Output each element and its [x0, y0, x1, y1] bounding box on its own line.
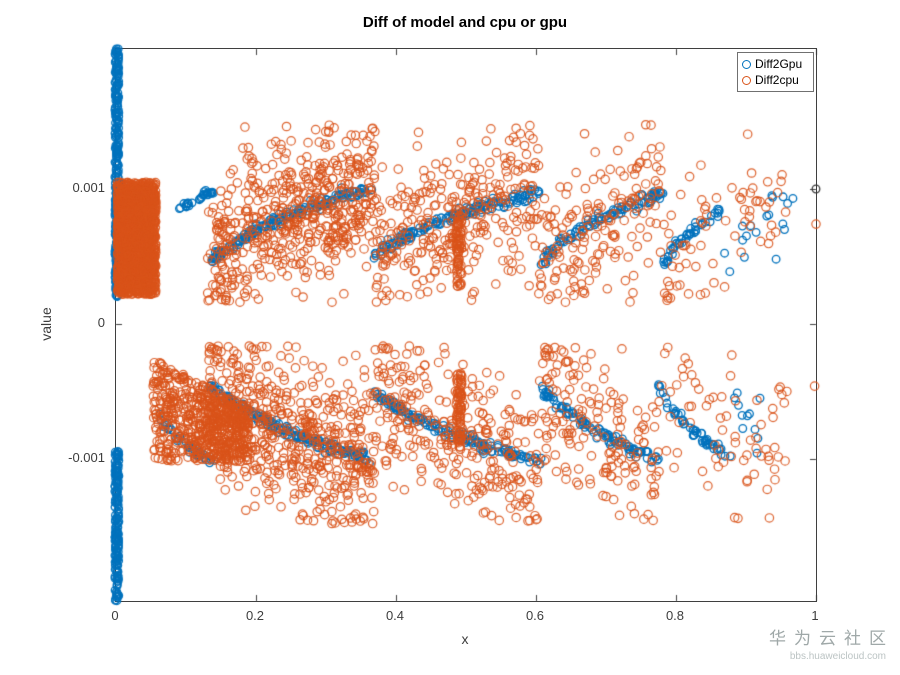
y-tick-label: 0.001	[72, 179, 105, 195]
scatter-canvas	[110, 43, 822, 607]
y-tick-label: -0.001	[68, 449, 105, 465]
x-tick-label: 0.4	[385, 608, 405, 623]
legend-label-cpu: Diff2cpu	[755, 73, 799, 87]
watermark-text: 华为云社区	[769, 629, 894, 648]
legend-label-gpu: Diff2Gpu	[755, 57, 803, 71]
legend: Diff2Gpu Diff2cpu	[737, 52, 814, 92]
legend-item-diff2gpu: Diff2Gpu	[742, 56, 809, 72]
legend-item-diff2cpu: Diff2cpu	[742, 72, 809, 88]
watermark: 华为云社区 bbs.huaweicloud.com	[769, 624, 886, 662]
legend-marker-gpu-icon	[742, 59, 751, 69]
x-tick-label: 0	[111, 608, 119, 623]
x-tick-label: 0.6	[525, 608, 545, 623]
x-axis-label: x	[461, 631, 469, 647]
x-tick-label: 0.8	[665, 608, 685, 623]
y-axis-label: value	[38, 307, 54, 341]
plot-title: Diff of model and cpu or gpu	[362, 14, 568, 31]
x-tick-label: 0.2	[245, 608, 265, 623]
legend-marker-cpu-icon	[742, 75, 751, 85]
plot-area	[110, 43, 822, 607]
watermark-url: bbs.huaweicloud.com	[789, 651, 886, 662]
y-tick-label: 0	[97, 314, 105, 330]
x-tick-label: 1	[811, 608, 819, 623]
